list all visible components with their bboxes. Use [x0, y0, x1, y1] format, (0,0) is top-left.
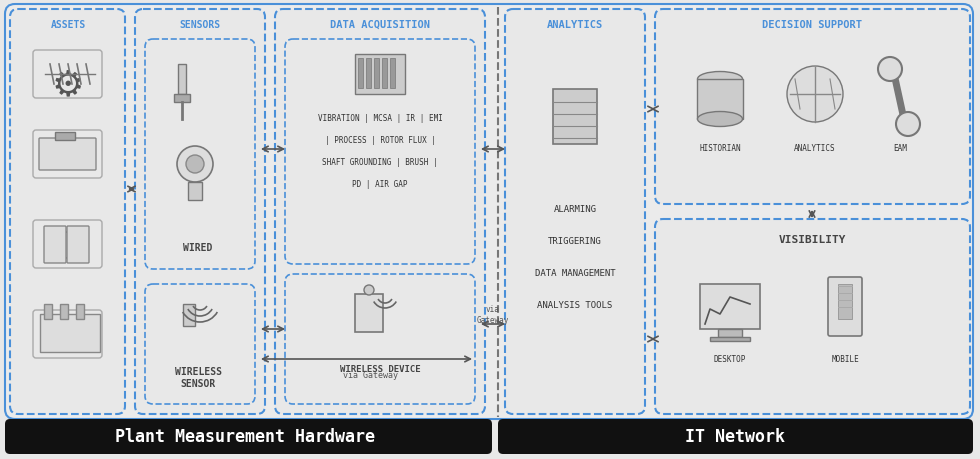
Bar: [178, 65, 186, 95]
Bar: [390, 59, 395, 89]
FancyBboxPatch shape: [498, 419, 973, 454]
Bar: [174, 95, 190, 103]
Bar: [838, 285, 852, 319]
Text: MOBILE: MOBILE: [831, 355, 858, 364]
Text: WIRED: WIRED: [183, 242, 213, 252]
Circle shape: [177, 147, 213, 183]
Text: DECISION SUPPORT: DECISION SUPPORT: [762, 20, 862, 30]
FancyBboxPatch shape: [33, 220, 102, 269]
Text: | PROCESS | ROTOR FLUX |: | PROCESS | ROTOR FLUX |: [324, 135, 435, 144]
FancyBboxPatch shape: [44, 226, 66, 263]
Text: via
Gateway: via Gateway: [477, 305, 510, 324]
Bar: [382, 59, 387, 89]
Text: DATA ACQUISITION: DATA ACQUISITION: [330, 20, 430, 30]
Text: 🏭: 🏭: [59, 315, 77, 344]
Text: WIRELESS
SENSOR: WIRELESS SENSOR: [174, 366, 221, 388]
Ellipse shape: [698, 73, 743, 87]
Text: ANALYTICS: ANALYTICS: [547, 20, 603, 30]
FancyBboxPatch shape: [33, 131, 102, 179]
Text: Plant Measurement Hardware: Plant Measurement Hardware: [115, 427, 375, 445]
FancyBboxPatch shape: [39, 139, 96, 171]
FancyBboxPatch shape: [275, 10, 485, 414]
FancyBboxPatch shape: [285, 274, 475, 404]
FancyBboxPatch shape: [10, 10, 125, 414]
Text: ANALYSIS TOOLS: ANALYSIS TOOLS: [537, 301, 612, 310]
Text: HISTORIAN: HISTORIAN: [699, 143, 741, 152]
Text: VISIBILITY: VISIBILITY: [778, 235, 846, 245]
Text: TRIGGERING: TRIGGERING: [548, 237, 602, 246]
Bar: [60, 304, 68, 319]
Text: SENSORS: SENSORS: [179, 20, 220, 30]
FancyBboxPatch shape: [145, 40, 255, 269]
Bar: [700, 285, 760, 329]
Text: 🔋: 🔋: [59, 230, 77, 259]
Text: SHAFT GROUNDING | BRUSH |: SHAFT GROUNDING | BRUSH |: [322, 157, 438, 166]
FancyBboxPatch shape: [33, 310, 102, 358]
FancyBboxPatch shape: [505, 10, 645, 414]
Circle shape: [878, 58, 902, 82]
Text: ⊟: ⊟: [55, 140, 80, 169]
Bar: [718, 329, 742, 337]
FancyBboxPatch shape: [5, 5, 973, 419]
Text: ⚙: ⚙: [52, 68, 84, 102]
Circle shape: [896, 113, 920, 137]
Bar: [366, 59, 371, 89]
FancyBboxPatch shape: [828, 277, 862, 336]
Bar: [355, 294, 383, 332]
Bar: [183, 304, 195, 326]
Bar: [55, 133, 75, 141]
Ellipse shape: [698, 112, 743, 127]
FancyBboxPatch shape: [67, 226, 89, 263]
Text: DESKTOP: DESKTOP: [713, 355, 746, 364]
Circle shape: [787, 67, 843, 123]
Bar: [553, 90, 597, 145]
FancyBboxPatch shape: [5, 419, 492, 454]
Text: DATA MANAGEMENT: DATA MANAGEMENT: [535, 269, 615, 278]
Bar: [710, 337, 750, 341]
FancyBboxPatch shape: [655, 10, 970, 205]
FancyBboxPatch shape: [135, 10, 265, 414]
Bar: [40, 314, 100, 352]
Bar: [188, 183, 202, 201]
Bar: [374, 59, 379, 89]
FancyBboxPatch shape: [285, 40, 475, 264]
Text: EAM: EAM: [893, 143, 907, 152]
FancyBboxPatch shape: [655, 219, 970, 414]
Text: PD | AIR GAP: PD | AIR GAP: [352, 179, 408, 188]
Circle shape: [364, 285, 374, 295]
Bar: [355, 55, 405, 95]
Bar: [358, 59, 363, 89]
Circle shape: [186, 156, 204, 174]
Text: via Gateway: via Gateway: [342, 369, 398, 379]
Text: ALARMING: ALARMING: [554, 205, 597, 214]
Text: IT Network: IT Network: [685, 427, 785, 445]
Bar: [697, 80, 743, 120]
Bar: [76, 304, 84, 319]
Text: ASSETS: ASSETS: [50, 20, 85, 30]
Text: WIRELESS DEVICE: WIRELESS DEVICE: [340, 365, 420, 374]
FancyBboxPatch shape: [33, 51, 102, 99]
Bar: [44, 304, 52, 319]
Text: VIBRATION | MCSA | IR | EMI: VIBRATION | MCSA | IR | EMI: [318, 113, 442, 122]
Text: ANALYTICS: ANALYTICS: [794, 143, 836, 152]
FancyBboxPatch shape: [145, 285, 255, 404]
